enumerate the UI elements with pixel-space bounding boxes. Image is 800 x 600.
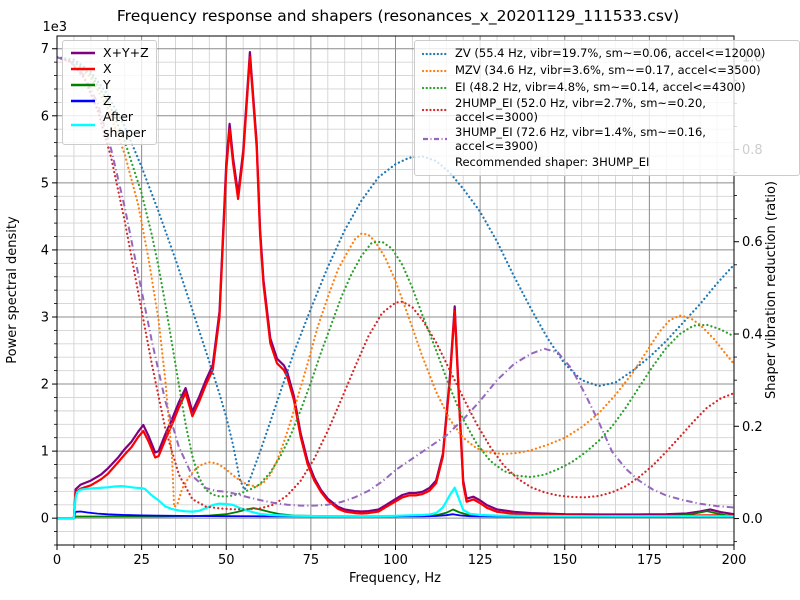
legend-item-x+y+z: X+Y+Z: [70, 45, 149, 61]
y-left-tick-label: 4: [41, 243, 49, 258]
legend-line-sample: [422, 69, 448, 72]
curve-mzv: [57, 56, 734, 509]
legend-item-2hump-ei: 2HUMP_EI (52.0 Hz, vibr=2.7%, sm~=0.20, …: [422, 96, 792, 125]
legend-label: 2HUMP_EI (52.0 Hz, vibr=2.7%, sm~=0.20, …: [455, 96, 706, 125]
legend-label: X: [103, 61, 112, 77]
legend-line-sample: [71, 83, 95, 87]
y-left-tick-label: 2: [41, 378, 49, 393]
legend-line-sample: [422, 109, 448, 112]
legend-line-sample: [422, 86, 448, 89]
legend-line-sample: [423, 138, 447, 141]
right-y-axis-label: Shaper vibration reduction (ratio): [764, 181, 779, 399]
legend-item-x: X: [70, 61, 149, 77]
legend-item-y: Y: [70, 77, 149, 93]
x-tick-label: 0: [53, 553, 61, 568]
y-left-tick-label: 0: [41, 512, 49, 527]
x-tick-label: 200: [722, 553, 747, 568]
chart-title: Frequency response and shapers (resonanc…: [117, 7, 679, 26]
y-left-tick-label: 1: [41, 445, 49, 460]
legend-label: Z: [103, 93, 112, 109]
legend-label: EI (48.2 Hz, vibr=4.8%, sm~=0.14, accel<…: [455, 80, 746, 95]
legend-shapers: ZV (55.4 Hz, vibr=19.7%, sm~=0.06, accel…: [414, 40, 800, 176]
legend-line-sample: [71, 99, 95, 103]
left-y-axis-label: Power spectral density: [5, 216, 20, 364]
legend-label: After shaper: [103, 109, 146, 140]
legend-psd: X+Y+Z X Y Z After shaper: [62, 40, 157, 146]
y-left-tick-label: 5: [41, 176, 49, 191]
legend-item-3hump-ei: 3HUMP_EI (72.6 Hz, vibr=1.4%, sm~=0.16, …: [422, 125, 792, 154]
curve-3hump-ei: [57, 56, 734, 509]
legend-item-after-shaper: After shaper: [70, 109, 149, 140]
legend-item-ei: EI (48.2 Hz, vibr=4.8%, sm~=0.14, accel<…: [422, 79, 792, 96]
curve-after-shaper: [57, 485, 734, 520]
legend-label: MZV (34.6 Hz, vibr=3.6%, sm~=0.17, accel…: [455, 63, 761, 78]
axis-ticks: [52, 48, 739, 550]
legend-label: ZV (55.4 Hz, vibr=19.7%, sm~=0.06, accel…: [455, 46, 766, 61]
legend-label: X+Y+Z: [103, 45, 149, 61]
legend-line-sample: [71, 67, 95, 71]
left-axis-offset-label: 1e3: [42, 20, 67, 35]
legend-line-sample: [71, 123, 95, 126]
x-tick-label: 100: [383, 553, 408, 568]
legend-recommended-shaper: Recommended shaper: 3HUMP_EI: [422, 154, 792, 171]
x-tick-label: 175: [637, 553, 662, 568]
legend-label: 3HUMP_EI (72.6 Hz, vibr=1.4%, sm~=0.16, …: [455, 124, 706, 154]
x-tick-label: 125: [468, 553, 493, 568]
legend-line-sample: [71, 51, 95, 55]
curve-zv: [57, 56, 734, 492]
x-tick-label: 75: [303, 553, 320, 568]
recommended-shaper-text: Recommended shaper: 3HUMP_EI: [455, 155, 650, 169]
x-axis-label: Frequency, Hz: [349, 571, 441, 586]
curve-ei: [57, 56, 734, 498]
x-tick-label: 150: [552, 553, 577, 568]
legend-item-mzv: MZV (34.6 Hz, vibr=3.6%, sm~=0.17, accel…: [422, 62, 792, 79]
legend-item-zv: ZV (55.4 Hz, vibr=19.7%, sm~=0.06, accel…: [422, 45, 792, 62]
y-right-tick-label: 0.6: [742, 235, 763, 250]
legend-line-sample: [422, 52, 448, 55]
legend-item-z: Z: [70, 93, 149, 109]
plot-curves: [57, 50, 734, 520]
curve-2hump-ei: [57, 56, 734, 511]
y-right-tick-label: 0.0: [742, 512, 763, 527]
x-tick-label: 25: [133, 553, 150, 568]
y-left-tick-label: 6: [41, 109, 49, 124]
y-left-tick-label: 7: [41, 42, 49, 57]
y-left-tick-label: 3: [41, 310, 49, 325]
y-right-tick-label: 0.4: [742, 328, 763, 343]
x-tick-label: 50: [218, 553, 235, 568]
legend-label: Y: [103, 77, 111, 93]
curve-x: [57, 55, 734, 520]
grid-minor: [57, 36, 734, 546]
y-right-tick-label: 0.2: [742, 420, 763, 435]
